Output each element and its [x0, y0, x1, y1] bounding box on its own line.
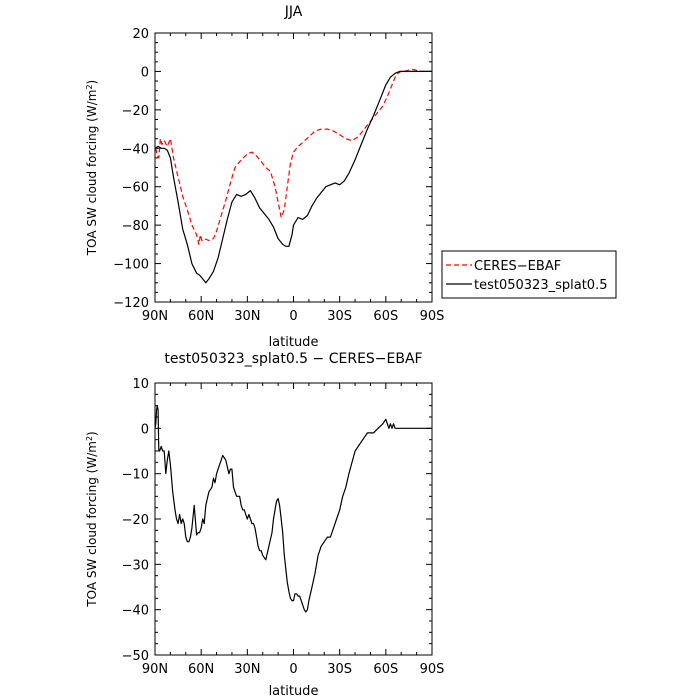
- y-axis-label-end: ): [85, 80, 99, 85]
- x-tick-label: 60S: [373, 662, 398, 677]
- x-tick-label: 60N: [188, 662, 214, 677]
- x-tick-label: 90N: [142, 662, 168, 677]
- y-tick-label: 10: [132, 377, 149, 392]
- x-tick-label: 30S: [327, 662, 352, 677]
- series-line-test050323-splat0-5: [154, 70, 432, 284]
- y-axis-label-text: TOA SW cloud forcing (W/m: [85, 90, 99, 257]
- x-tick-label: 60N: [188, 309, 214, 324]
- chart-panel-1: JJA 90N 60N 30N 0 30S 60S 90S 20 0 −20 −40 −60 −80 −10…: [85, 4, 617, 350]
- plot-frame: [154, 32, 433, 303]
- y-axis-label-text: TOA SW cloud forcing (W/m: [85, 441, 99, 608]
- y-tick-label: −80: [122, 219, 149, 234]
- y-tick-label: −60: [122, 181, 149, 196]
- y-tick-label: −50: [122, 649, 149, 664]
- y-axis-label: TOA SW cloud forcing (W/m2): [85, 431, 100, 607]
- y-tick-label: −20: [122, 513, 149, 528]
- chart-title: test050323_splat0.5 − CERES−EBAF: [164, 351, 422, 367]
- x-axis-label: latitude: [269, 335, 319, 350]
- x-tick-label: 60S: [373, 309, 398, 324]
- y-tick-label: −40: [122, 142, 149, 157]
- legend: CERES−EBAF test050323_splat0.5: [441, 250, 617, 299]
- series-line-ceres-ebaf: [155, 68, 432, 245]
- x-tick-label: 90S: [420, 662, 445, 677]
- x-tick-label: 0: [289, 662, 297, 677]
- y-tick-label: −100: [113, 258, 149, 273]
- legend-box: [441, 250, 617, 299]
- x-tick-label: 30N: [234, 662, 260, 677]
- y-tick-label: 20: [132, 27, 149, 42]
- x-axis-label: latitude: [269, 684, 319, 699]
- y-axis-label-sup: 2: [85, 436, 94, 441]
- y-axis-label: TOA SW cloud forcing (W/m2): [85, 80, 100, 256]
- y-tick-label: −10: [122, 468, 149, 483]
- chart-panel-2: test050323_splat0.5 − CERES−EBAF 90N 60N 30…: [85, 351, 445, 699]
- x-tick-label: 90S: [420, 309, 445, 324]
- x-tick-label: 90N: [142, 309, 168, 324]
- legend-label: CERES−EBAF: [474, 259, 561, 274]
- y-tick-label: −40: [122, 604, 149, 619]
- legend-label: test050323_splat0.5: [474, 278, 607, 293]
- chart-title: JJA: [284, 4, 303, 20]
- x-tick-label: 0: [289, 309, 297, 324]
- y-tick-label: −120: [113, 296, 149, 311]
- x-tick-label: 30N: [234, 309, 260, 324]
- y-tick-label: −20: [122, 104, 149, 119]
- y-tick-label: −30: [122, 558, 149, 573]
- y-tick-label: 0: [141, 422, 149, 437]
- series-line-difference: [154, 405, 432, 613]
- y-axis-label-sup: 2: [85, 84, 94, 89]
- y-axis-label-end: ): [85, 431, 99, 436]
- y-tick-label: 0: [141, 65, 149, 80]
- x-tick-label: 30S: [327, 309, 352, 324]
